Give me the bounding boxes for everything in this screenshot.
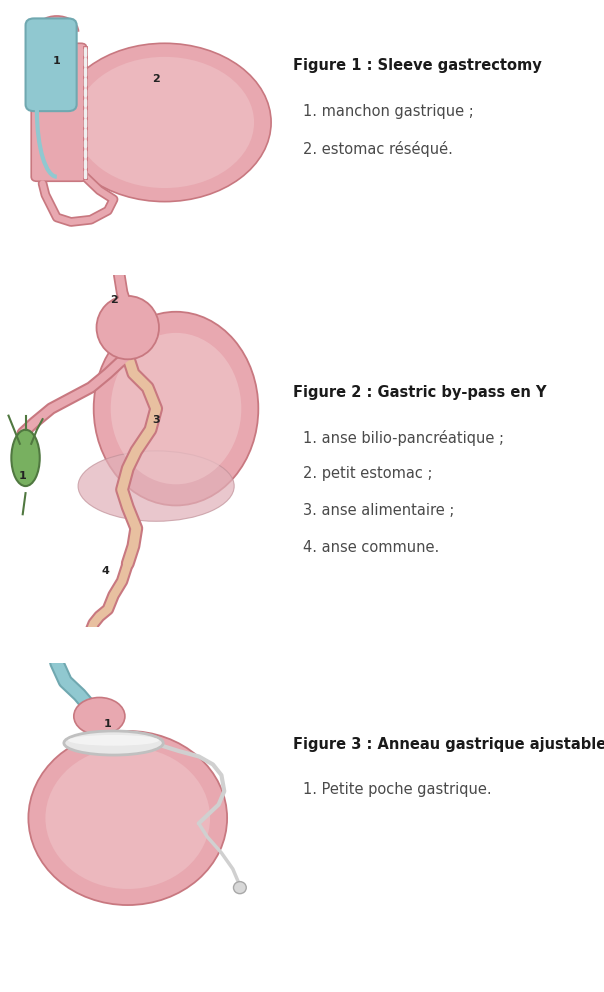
Ellipse shape <box>68 735 159 746</box>
Ellipse shape <box>94 311 259 506</box>
Text: 1. manchon gastrique ;: 1. manchon gastrique ; <box>303 104 474 119</box>
Text: 4: 4 <box>101 566 109 576</box>
FancyBboxPatch shape <box>31 44 86 182</box>
Ellipse shape <box>45 747 210 889</box>
Text: 3: 3 <box>152 415 160 425</box>
Text: 2: 2 <box>110 295 117 305</box>
Ellipse shape <box>234 882 246 894</box>
Ellipse shape <box>76 57 254 188</box>
Text: 2: 2 <box>152 73 160 83</box>
Text: Figure 3 : Anneau gastrique ajustable: Figure 3 : Anneau gastrique ajustable <box>293 737 604 752</box>
Text: 1: 1 <box>104 719 112 729</box>
Ellipse shape <box>97 296 159 359</box>
Ellipse shape <box>64 731 163 755</box>
Ellipse shape <box>74 697 125 735</box>
Text: Figure 1 : Sleeve gastrectomy: Figure 1 : Sleeve gastrectomy <box>293 58 542 72</box>
FancyBboxPatch shape <box>25 19 77 111</box>
Ellipse shape <box>78 450 234 522</box>
Text: 1. Petite poche gastrique.: 1. Petite poche gastrique. <box>303 782 492 797</box>
Ellipse shape <box>11 430 40 486</box>
Ellipse shape <box>28 731 227 905</box>
Text: 1: 1 <box>53 56 60 65</box>
Text: 4. anse commune.: 4. anse commune. <box>303 540 439 555</box>
Text: 2. petit estomac ;: 2. petit estomac ; <box>303 466 432 481</box>
Text: 2. estomac réséqué.: 2. estomac réséqué. <box>303 141 453 157</box>
Text: Figure 2 : Gastric by-pass en Y: Figure 2 : Gastric by-pass en Y <box>293 385 547 400</box>
Ellipse shape <box>111 333 242 484</box>
Text: 1. anse bilio-pancréatique ;: 1. anse bilio-pancréatique ; <box>303 430 504 445</box>
Ellipse shape <box>58 44 271 201</box>
Text: 1: 1 <box>19 471 27 481</box>
Text: 3. anse alimentaire ;: 3. anse alimentaire ; <box>303 503 454 518</box>
